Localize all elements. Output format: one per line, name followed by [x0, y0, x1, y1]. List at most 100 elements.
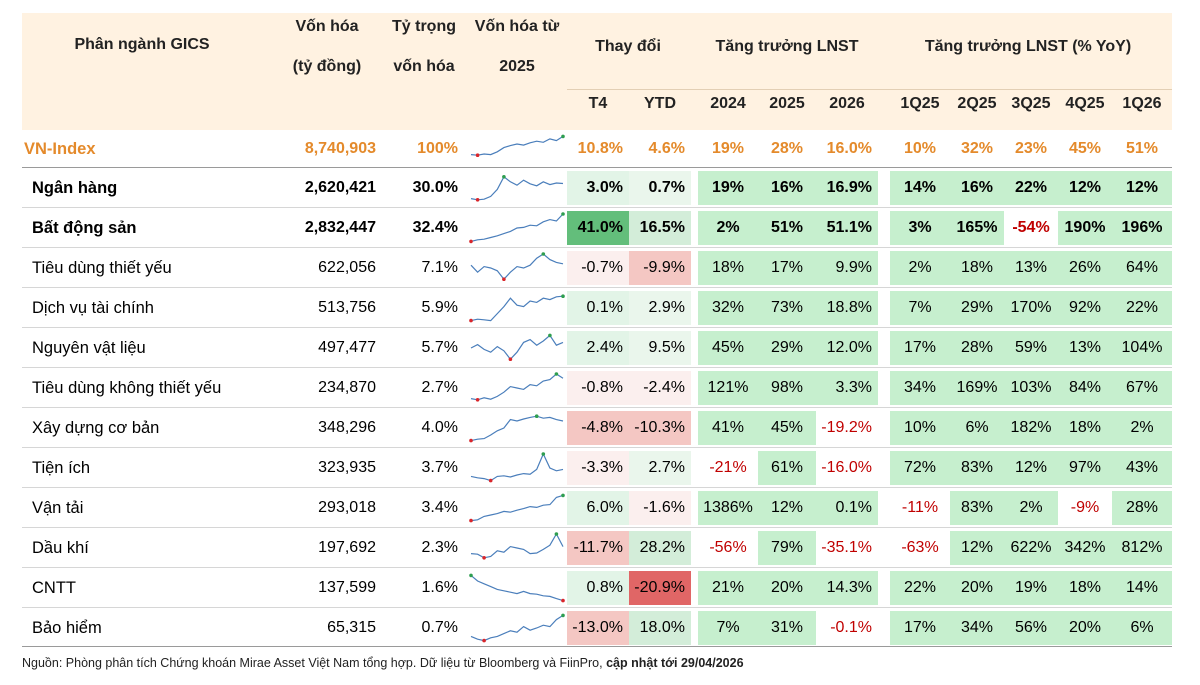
sparkline-line [470, 614, 564, 642]
y2025-cell: 45% [758, 411, 816, 445]
y2026-cell: 14.3% [816, 571, 878, 605]
sparkline [469, 493, 565, 523]
ytd-cell: 2.9% [629, 291, 691, 325]
q4-25-cell: 97% [1058, 451, 1112, 485]
q3-25-cell: 170% [1004, 291, 1058, 325]
subheader-4q25: 4Q25 [1065, 95, 1105, 112]
mcap-cell: 348,296 [318, 419, 376, 436]
row-divider [22, 527, 1172, 528]
y2025-cell: 98% [758, 371, 816, 405]
header-weight-line2: vốn hóa [393, 58, 455, 75]
y2025-cell: 73% [758, 291, 816, 325]
q3-25-cell: 56% [1004, 611, 1058, 645]
sparkline-line [470, 135, 564, 156]
subheader-3q25: 3Q25 [1011, 95, 1051, 112]
y2026-cell: 16.0% [826, 140, 872, 157]
q1-26-cell: 67% [1112, 371, 1172, 405]
q3-25-cell: 23% [1014, 140, 1048, 157]
q4-25-cell: 84% [1058, 371, 1112, 405]
sector-name: Dịch vụ tài chính [32, 298, 154, 317]
y2024-cell: 121% [698, 371, 758, 405]
q2-25-cell: 12% [950, 531, 1004, 565]
sector-name: Dầu khí [32, 538, 89, 557]
t4-cell: 2.4% [567, 331, 629, 365]
sparkline-low-marker [502, 277, 506, 281]
y2024-cell: 21% [698, 571, 758, 605]
y2025-cell: 20% [758, 571, 816, 605]
q1-25-cell: 10% [890, 411, 950, 445]
sparkline [469, 294, 565, 323]
y2024-cell: 19% [711, 140, 745, 157]
mcap-cell: 323,935 [318, 459, 376, 476]
sparkline-line [470, 532, 564, 559]
row-divider [22, 607, 1172, 608]
y2025-cell: 29% [758, 331, 816, 365]
q1-25-cell: 7% [890, 291, 950, 325]
y2024-cell: 45% [698, 331, 758, 365]
t4-cell: 6.0% [567, 491, 629, 525]
mcap-cell: 234,870 [318, 379, 376, 396]
y2026-cell: -19.2% [821, 419, 872, 436]
y2024-cell: -21% [709, 459, 747, 476]
header-mcap-line1: Vốn hóa [295, 18, 359, 35]
sparkline [469, 573, 565, 603]
sparkline-high-marker [561, 134, 565, 139]
ytd-cell: -9.9% [629, 251, 691, 285]
sector-name: Ngân hàng [32, 178, 118, 197]
subheader-t4: T4 [588, 95, 608, 112]
row-divider [22, 367, 1172, 368]
mcap-cell: 2,620,421 [304, 179, 376, 196]
source-update-date: cập nhật tới 29/04/2026 [606, 656, 744, 670]
header-since-line2: 2025 [499, 58, 535, 75]
header-since-line1: Vốn hóa từ [474, 18, 560, 35]
subheader-1q26: 1Q26 [1122, 95, 1162, 112]
sparkline-high-marker [502, 175, 506, 179]
q1-26-cell: 6% [1112, 611, 1172, 645]
y2025-cell: 16% [758, 171, 816, 205]
header-divider [567, 89, 1172, 90]
sparkline-low-marker [475, 153, 480, 157]
sparkline-high-marker [561, 212, 565, 216]
row-divider [22, 287, 1172, 288]
q1-26-cell: 64% [1112, 251, 1172, 285]
header-growth-yoy: Tăng trưởng LNST (% YoY) [924, 38, 1132, 55]
q3-25-cell: 22% [1004, 171, 1058, 205]
q4-25-cell: 45% [1068, 140, 1102, 157]
sparkline-line [470, 213, 564, 242]
sparkline-low-marker [469, 318, 473, 323]
sparkline-line [470, 574, 564, 602]
q3-25-cell: 19% [1004, 571, 1058, 605]
q1-26-cell: 2% [1112, 411, 1172, 445]
q3-25-cell: 13% [1004, 251, 1058, 285]
sparkline [469, 414, 564, 443]
q1-25-cell: 22% [890, 571, 950, 605]
header-change: Thay đổi [595, 38, 661, 55]
y2026-cell: -0.1% [830, 619, 872, 636]
subheader-2q25: 2Q25 [957, 95, 997, 112]
t4-cell: -0.8% [567, 371, 629, 405]
y2026-cell: 12.0% [816, 331, 878, 365]
weight-cell: 2.7% [421, 379, 458, 396]
q1-25-cell: -11% [901, 499, 939, 516]
y2024-cell: 32% [698, 291, 758, 325]
q1-26-cell: 14% [1112, 571, 1172, 605]
mcap-cell: 513,756 [318, 299, 376, 316]
sparkline [470, 372, 564, 402]
ytd-cell: 4.6% [648, 140, 685, 157]
y2025-cell: 61% [758, 451, 816, 485]
header-weight: Tỷ trọng vốn hóa [384, 15, 464, 79]
row-divider [22, 487, 1172, 488]
sparkline-high-marker [554, 532, 559, 536]
y2024-cell: 1386% [698, 491, 758, 525]
q1-25-cell: -63% [901, 539, 939, 556]
weight-cell: 3.4% [421, 499, 458, 516]
ytd-cell: 2.7% [629, 451, 691, 485]
ytd-cell: -10.3% [629, 411, 691, 445]
sparkline-high-marker [541, 452, 546, 456]
q2-25-cell: 29% [950, 291, 1004, 325]
weight-cell: 1.6% [421, 579, 458, 596]
q3-25-cell: -54% [1012, 219, 1050, 236]
header-sector: Phân ngành GICS [74, 36, 210, 53]
t4-cell: -3.3% [567, 451, 629, 485]
sector-name: Vận tải [32, 498, 84, 517]
